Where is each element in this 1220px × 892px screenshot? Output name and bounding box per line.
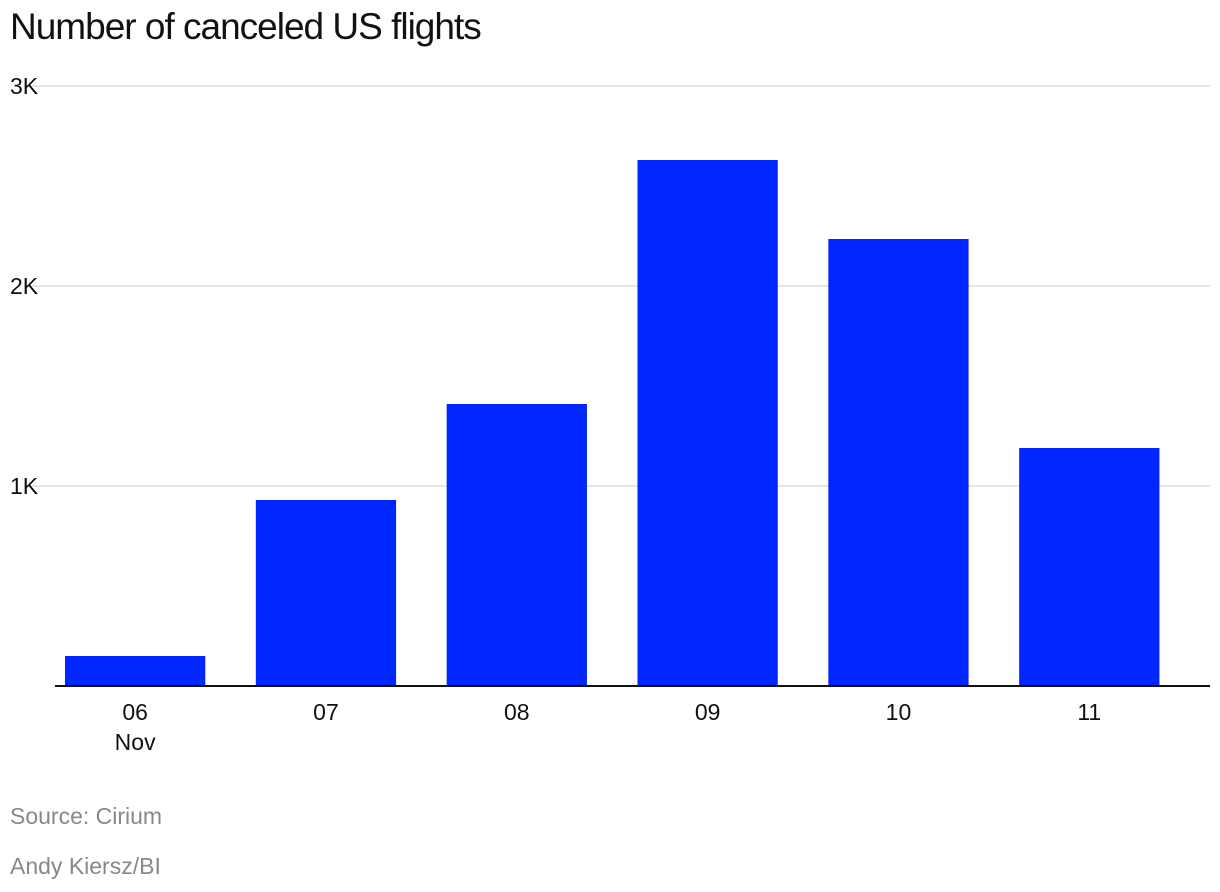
- y-axis-ticks: 1K 2K 3K: [10, 73, 39, 499]
- credit-note: Andy Kiersz/BI: [10, 853, 161, 879]
- y-tick-label: 1K: [10, 473, 39, 499]
- x-tick-label: 11: [1077, 699, 1101, 725]
- gridlines: [27, 85, 1210, 487]
- bar-10: [828, 239, 969, 686]
- x-tick-label: 07: [313, 699, 339, 725]
- chart-title: Number of canceled US flights: [10, 6, 482, 47]
- bar-11: [1019, 448, 1160, 686]
- x-tick-label: 08: [504, 699, 530, 725]
- x-tick-label: 06: [122, 699, 148, 725]
- bars: [65, 160, 1160, 686]
- bar-08: [446, 404, 587, 686]
- x-tick-label: 09: [695, 699, 721, 725]
- x-tick-label: 10: [886, 699, 912, 725]
- y-tick-label: 3K: [10, 73, 39, 99]
- x-tick-sublabel: Nov: [115, 729, 156, 755]
- bar-09: [637, 160, 778, 686]
- bar-07: [255, 500, 397, 686]
- y-tick-label: 2K: [10, 273, 39, 299]
- bar-06: [65, 656, 206, 686]
- x-axis-ticks: 06 Nov 07 08 09 10 11: [115, 699, 1102, 755]
- source-note: Source: Cirium: [10, 803, 163, 829]
